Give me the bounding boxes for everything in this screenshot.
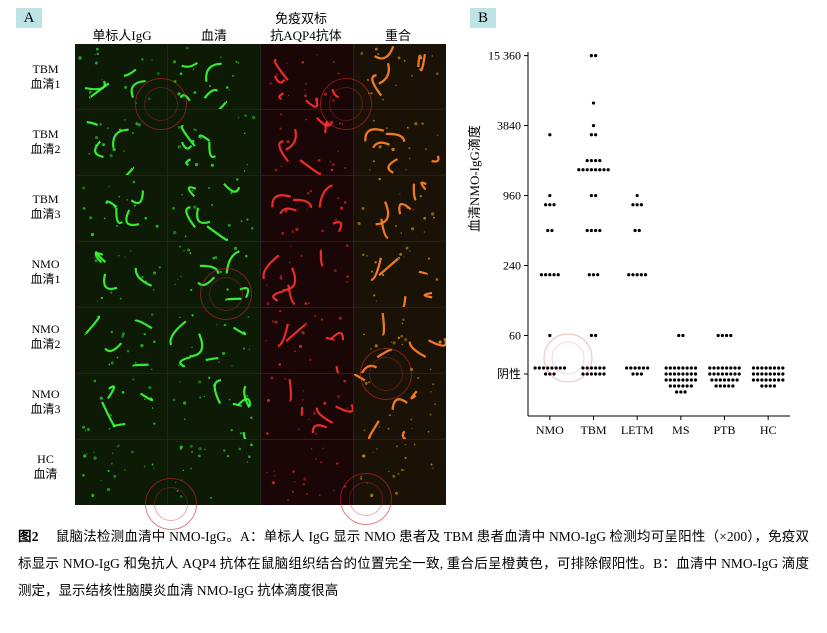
- column-header: 抗AQP4抗体: [260, 25, 352, 44]
- panel-a: A 免疫双标 单标人IgG血清抗AQP4抗体重合 TBM血清1TBM血清2TBM…: [16, 8, 446, 505]
- row-label: HC血清: [16, 434, 75, 499]
- microscopy-image: [75, 308, 167, 373]
- svg-text:3840: 3840: [497, 119, 521, 133]
- y-axis-title: 血清NMO-IgG滴度: [464, 125, 483, 232]
- panel-b: B 血清NMO-IgG滴度 60240960384015 360阴性NMOTBM…: [470, 8, 800, 505]
- microscopy-image: [261, 242, 353, 307]
- svg-text:MS: MS: [672, 423, 689, 437]
- microscopy-image: [168, 44, 260, 109]
- column-header: 血清: [168, 25, 260, 44]
- microscopy-image: [75, 242, 167, 307]
- row-label: TBM血清2: [16, 109, 75, 174]
- microscopy-image: [75, 110, 167, 175]
- microscopy-image: [261, 44, 353, 109]
- figure-caption: 图2 鼠脑法检测血清中 NMO-IgG。A：单标人 IgG 显示 NMO 患者及…: [16, 523, 811, 604]
- microscopy-image: [354, 176, 446, 241]
- panel-b-label: B: [470, 8, 496, 28]
- microscopy-image: [75, 374, 167, 439]
- microscopy-image: [261, 308, 353, 373]
- svg-text:LETM: LETM: [621, 423, 654, 437]
- microscopy-image: [354, 374, 446, 439]
- row-label: NMO血清1: [16, 239, 75, 304]
- caption-text: 鼠脑法检测血清中 NMO-IgG。A：单标人 IgG 显示 NMO 患者及 TB…: [18, 529, 809, 598]
- microscopy-image: [354, 440, 446, 505]
- svg-text:15 360: 15 360: [488, 49, 521, 63]
- svg-text:阴性: 阴性: [497, 367, 521, 381]
- column-header: 重合: [352, 25, 444, 44]
- microscopy-image: [75, 176, 167, 241]
- microscopy-image: [168, 110, 260, 175]
- row-label: NMO血清2: [16, 304, 75, 369]
- svg-text:TBM: TBM: [580, 423, 606, 437]
- microscopy-image: [261, 374, 353, 439]
- svg-text:60: 60: [509, 328, 521, 342]
- microscopy-image: [168, 176, 260, 241]
- microscopy-image: [168, 242, 260, 307]
- svg-text:NMO: NMO: [536, 423, 564, 437]
- panel-a-image-grid: [75, 44, 446, 505]
- microscopy-image: [75, 44, 167, 109]
- panel-a-label: A: [16, 8, 42, 28]
- figure-label: 图2: [18, 529, 38, 544]
- row-label: TBM血清3: [16, 174, 75, 239]
- microscopy-image: [354, 308, 446, 373]
- panel-a-row-labels: TBM血清1TBM血清2TBM血清3NMO血清1NMO血清2NMO血清3HC血清: [16, 44, 75, 505]
- svg-text:HC: HC: [760, 423, 777, 437]
- column-header: 单标人IgG: [76, 25, 168, 44]
- panel-a-column-headers: 免疫双标 单标人IgG血清抗AQP4抗体重合: [76, 8, 446, 44]
- microscopy-image: [261, 110, 353, 175]
- svg-text:960: 960: [503, 189, 521, 203]
- microscopy-image: [261, 176, 353, 241]
- microscopy-image: [75, 440, 167, 505]
- svg-text:240: 240: [503, 259, 521, 273]
- microscopy-image: [354, 110, 446, 175]
- svg-text:PTB: PTB: [713, 423, 735, 437]
- scatter-plot: 血清NMO-IgG滴度 60240960384015 360阴性NMOTBMLE…: [470, 42, 800, 462]
- row-label: TBM血清1: [16, 44, 75, 109]
- row-label: NMO血清3: [16, 369, 75, 434]
- microscopy-image: [168, 440, 260, 505]
- microscopy-image: [261, 440, 353, 505]
- microscopy-image: [354, 44, 446, 109]
- microscopy-image: [354, 242, 446, 307]
- microscopy-image: [168, 374, 260, 439]
- microscopy-image: [168, 308, 260, 373]
